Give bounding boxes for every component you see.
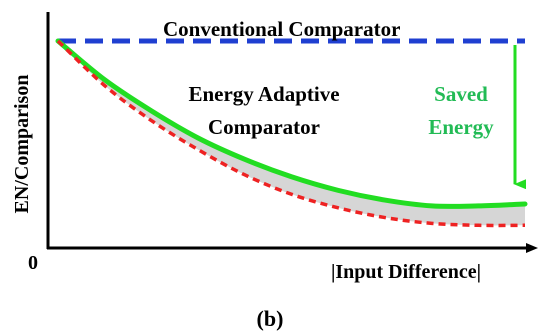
conventional-comparator-label: Conventional Comparator bbox=[163, 17, 400, 41]
energy-adaptive-label-line1: Energy Adaptive bbox=[188, 82, 339, 106]
x-axis-label: |Input Difference| bbox=[331, 261, 481, 283]
energy-adaptive-label-line2: Comparator bbox=[208, 115, 320, 139]
minimum-energy-line bbox=[56, 39, 526, 228]
saved-energy-label-line1: Saved bbox=[434, 82, 488, 106]
panel-label: (b) bbox=[257, 306, 284, 331]
y-axis-label: EN/Comparison bbox=[11, 75, 33, 214]
origin-label: 0 bbox=[28, 252, 38, 274]
energy-adaptive-comparator-line bbox=[55, 38, 528, 209]
saved-energy-label-line2: Energy bbox=[428, 115, 494, 139]
